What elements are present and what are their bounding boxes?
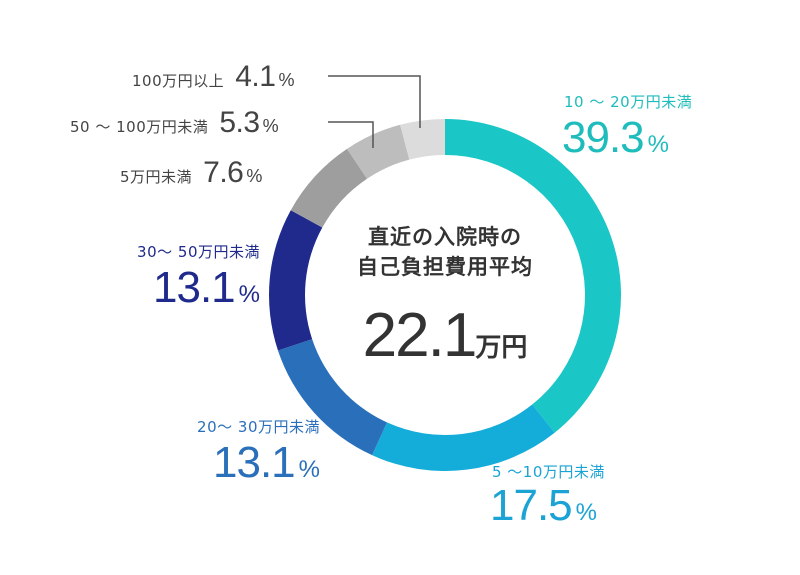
label-name: 30～ 50万円未満 [137, 243, 260, 261]
donut-segment [372, 404, 555, 471]
label-value: 39.3 [562, 113, 645, 162]
label-pct: % [647, 131, 669, 158]
donut-segments [268, 119, 621, 471]
label-pct: % [262, 116, 279, 136]
label-10-20man: 10 ～ 20万円未満 39.3% [562, 95, 692, 160]
leader-line-50-100man [328, 121, 374, 148]
label-name: 50 ～ 100万円未満 [70, 118, 209, 136]
label-pct: % [298, 456, 320, 483]
label-50-100man: 50 ～ 100万円未満 5.3% [70, 108, 279, 138]
label-5-10man: 5 ～10万円未満 17.5% [490, 465, 605, 528]
leader-line-100man-ijo [328, 75, 421, 128]
label-name: 20～ 30万円未満 [197, 418, 320, 436]
label-value: 4.1 [235, 60, 276, 93]
label-20-30man: 20～ 30万円未満 13.1% [155, 420, 320, 485]
label-name: 100万円以上 [132, 72, 225, 90]
label-value: 17.5 [490, 481, 573, 530]
label-value: 7.6 [203, 156, 244, 189]
label-pct: % [246, 166, 263, 186]
donut-segment [346, 124, 410, 179]
center-value-number: 22.1 [362, 301, 478, 370]
label-pct: % [238, 281, 260, 308]
donut-segment [400, 119, 445, 160]
label-name: 5 ～10万円未満 [492, 463, 605, 481]
center-title-line1: 直近の入院時の [368, 225, 522, 249]
label-name: 5万円未満 [120, 168, 193, 186]
label-pct: % [278, 70, 295, 90]
center-title: 直近の入院時の 自己負担費用平均 [345, 222, 545, 282]
center-title-line2: 自己負担費用平均 [357, 255, 533, 279]
center-value-unit: 万円 [475, 333, 528, 363]
label-value: 13.1 [213, 438, 296, 487]
label-name: 10 ～ 20万円未満 [564, 93, 693, 111]
center-average-value: 22.1万円 [345, 300, 545, 371]
label-value: 13.1 [153, 263, 236, 312]
label-pct: % [575, 499, 597, 526]
donut-segment [277, 339, 387, 456]
label-value: 5.3 [219, 106, 260, 139]
label-under-5man: 5万円未満 7.6% [120, 158, 262, 188]
label-30-50man: 30～ 50万円未満 13.1% [95, 245, 260, 310]
label-over-100man: 100万円以上 4.1% [132, 62, 294, 92]
donut-segment [290, 148, 368, 228]
donut-segment [268, 210, 323, 351]
donut-segment [445, 119, 621, 433]
